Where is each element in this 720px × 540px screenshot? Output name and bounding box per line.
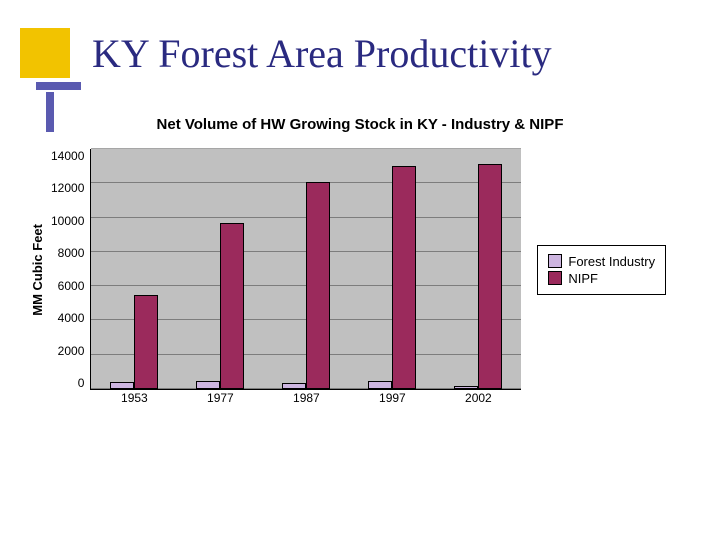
chart-title: Net Volume of HW Growing Stock in KY - I… [30,116,690,133]
bar-group [110,295,158,389]
bar-forest-industry [454,386,478,389]
gridline [91,148,521,149]
y-axis-ticks: 14000 12000 10000 8000 6000 4000 2000 0 [51,150,90,390]
x-tick-label: 1987 [293,391,320,405]
bar-group [368,166,416,389]
x-tick-label: 1953 [121,391,148,405]
chart: Net Volume of HW Growing Stock in KY - I… [30,110,690,390]
legend-item: Forest Industry [548,254,655,269]
plot-area: 19531977198719972002 [90,149,521,390]
y-tick: 8000 [58,247,85,259]
x-tick-label: 1997 [379,391,406,405]
y-tick: 2000 [58,345,85,357]
y-tick: 12000 [51,182,84,194]
bar-group [454,164,502,389]
y-axis-label: MM Cubic Feet [30,224,45,316]
header-accent-yellow [20,28,70,78]
bar-nipf [134,295,158,389]
legend: Forest Industry NIPF [537,245,666,295]
bar-group [196,223,244,389]
y-tick: 10000 [51,215,84,227]
bar-forest-industry [110,382,134,389]
legend-label: NIPF [568,271,598,286]
bar-forest-industry [368,381,392,389]
bar-forest-industry [196,381,220,389]
x-tick-label: 2002 [465,391,492,405]
x-tick-label: 1977 [207,391,234,405]
legend-swatch-icon [548,271,562,285]
bar-nipf [220,223,244,389]
y-tick: 0 [78,377,85,389]
y-tick: 4000 [58,312,85,324]
bar-nipf [478,164,502,389]
header-accent-blue-h [36,82,81,90]
legend-swatch-icon [548,254,562,268]
x-axis: 1953 1977 1987 1997 2002 [91,391,521,411]
slide-title: KY Forest Area Productivity [92,30,552,77]
legend-label: Forest Industry [568,254,655,269]
y-tick: 14000 [51,150,84,162]
y-tick: 6000 [58,280,85,292]
legend-item: NIPF [548,271,655,286]
bar-nipf [392,166,416,389]
bar-group [282,182,330,389]
bar-nipf [306,182,330,389]
bar-forest-industry [282,383,306,389]
